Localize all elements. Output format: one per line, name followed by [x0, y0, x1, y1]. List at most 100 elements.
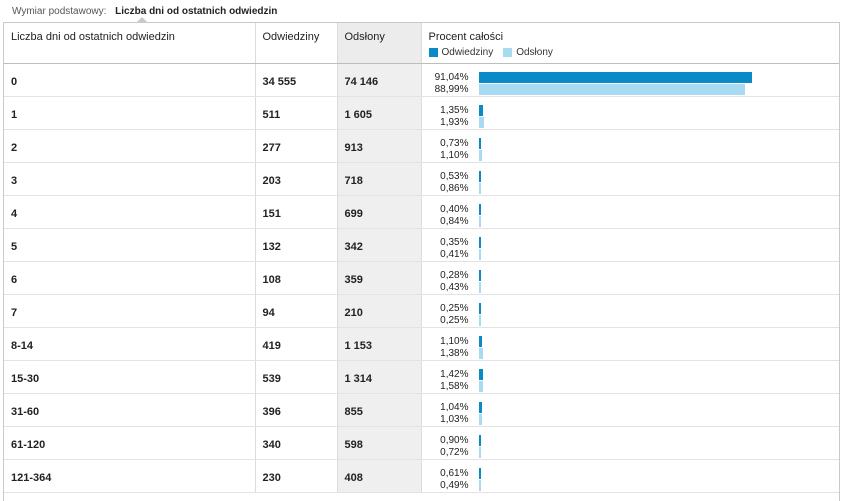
dimension-value[interactable]: 8-14: [11, 340, 34, 352]
table-row[interactable]: 8-14 419 1 153 1,10% 1,38%: [4, 327, 839, 361]
cell-visits: 340: [254, 426, 337, 460]
percent-labels: 0,35% 0,41%: [422, 237, 469, 261]
visits-value: 108: [262, 274, 281, 286]
dimension-value[interactable]: 121-364: [11, 472, 52, 484]
column-header-dimension[interactable]: Liczba dni od ostatnich odwiedzin: [4, 23, 255, 64]
percent-labels: 91,04% 88,99%: [422, 72, 469, 96]
table-row[interactable]: 0 34 555 74 146 91,04% 88,99%: [4, 63, 839, 97]
pageviews-value: 359: [344, 274, 363, 286]
pageviews-share-bar: [478, 315, 481, 326]
percent-labels: 0,53% 0,86%: [422, 171, 469, 195]
visits-value: 419: [262, 340, 281, 352]
percent-labels: 0,25% 0,25%: [422, 303, 469, 327]
table-row[interactable]: 6 108 359 0,28% 0,43%: [4, 261, 839, 295]
pageviews-share-bar: [478, 249, 481, 260]
legend-item-visits: Odwiedziny: [428, 47, 493, 58]
percent-labels: 0,40% 0,84%: [422, 204, 468, 228]
table-row[interactable]: 15-30 539 1 314 1,42% 1,58%: [4, 360, 839, 394]
column-header-percent[interactable]: Procent całości Odwiedziny Odsłony: [420, 23, 839, 64]
cell-pageviews: 1 605: [336, 96, 421, 130]
pageviews-share-bar: [478, 381, 484, 392]
cell-dimension: 121-364: [4, 459, 255, 493]
legend-swatch-visits: [428, 48, 438, 57]
dimension-value[interactable]: 15-30: [11, 373, 40, 385]
pageviews-share-bar: [478, 480, 481, 491]
pageviews-percent: 1,93%: [440, 117, 469, 128]
cell-percent: 0,25% 0,25%: [420, 294, 839, 328]
table-row[interactable]: 31-60 396 855 1,04% 1,03%: [4, 393, 839, 427]
cell-pageviews: 210: [336, 294, 421, 328]
visits-percent: 1,10%: [440, 336, 469, 347]
visits-share-bar: [478, 369, 483, 380]
primary-dimension-value[interactable]: Liczba dni od ostatnich odwiedzin: [115, 6, 278, 17]
column-header-visits[interactable]: Odwiedziny: [254, 23, 337, 64]
pageviews-value: 913: [344, 142, 363, 154]
cell-visits: 277: [254, 129, 337, 163]
pageviews-percent: 1,03%: [440, 414, 469, 425]
pageviews-percent: 0,43%: [440, 282, 469, 293]
table-row[interactable]: 61-120 340 598 0,90% 0,72%: [4, 426, 839, 460]
visits-percent: 0,28%: [440, 270, 469, 281]
dimension-value[interactable]: 5: [11, 241, 18, 253]
cell-pageviews: 718: [336, 162, 421, 196]
dimension-value[interactable]: 3: [11, 175, 18, 187]
column-header-pageviews[interactable]: Odsłony: [336, 23, 421, 64]
dimension-value[interactable]: 61-120: [11, 439, 46, 451]
dimension-value[interactable]: 6: [11, 274, 18, 286]
percent-labels: 0,90% 0,72%: [422, 435, 469, 459]
cell-pageviews: 408: [336, 459, 421, 493]
table-row[interactable]: 5 132 342 0,35% 0,41%: [4, 228, 839, 262]
table-body: 0 34 555 74 146 91,04% 88,99% 1 511 1 605 1,35% 1…: [4, 63, 839, 493]
percent-labels: 1,42% 1,58%: [422, 369, 468, 393]
pageviews-share-bar: [478, 447, 481, 458]
visits-share-bar: [478, 204, 481, 215]
table-row[interactable]: 4 151 699 0,40% 0,84%: [4, 195, 839, 229]
table-row[interactable]: 1 511 1 605 1,35% 1,93%: [4, 96, 839, 130]
dimension-value[interactable]: 0: [11, 76, 18, 88]
pageviews-share-bar: [478, 183, 482, 194]
cell-visits: 203: [254, 162, 337, 196]
cell-dimension: 15-30: [4, 360, 255, 394]
pageviews-value: 855: [344, 406, 363, 418]
cell-dimension: 8-14: [4, 327, 255, 361]
table-row[interactable]: 3 203 718 0,53% 0,86%: [4, 162, 839, 196]
table-row[interactable]: 121-364 230 408 0,61% 0,49%: [4, 459, 839, 493]
dimension-value[interactable]: 2: [11, 142, 18, 154]
cell-dimension: 5: [4, 228, 255, 262]
cell-visits: 151: [254, 195, 337, 229]
percent-bars: [478, 171, 789, 195]
visits-percent: 0,90%: [440, 435, 469, 446]
cell-visits: 132: [254, 228, 337, 262]
visits-value: 94: [262, 307, 275, 319]
percent-bars: [478, 237, 789, 261]
pageviews-percent: 0,25%: [440, 315, 469, 326]
visits-percent: 0,73%: [440, 138, 469, 149]
cell-dimension: 61-120: [4, 426, 255, 460]
pageviews-percent: 0,86%: [440, 183, 469, 194]
cell-percent: 91,04% 88,99%: [420, 63, 839, 97]
percent-bars: [478, 204, 789, 228]
dimension-value[interactable]: 1: [11, 109, 18, 121]
visits-value: 230: [262, 472, 281, 484]
pageviews-share-bar: [478, 150, 482, 161]
visits-percent: 0,61%: [440, 468, 469, 479]
percent-labels: 0,73% 1,10%: [422, 138, 469, 162]
pageviews-percent: 0,41%: [440, 249, 469, 260]
dimension-value[interactable]: 4: [11, 208, 18, 220]
table-row[interactable]: 2 277 913 0,73% 1,10%: [4, 129, 839, 163]
cell-dimension: 7: [4, 294, 255, 328]
visits-value: 396: [262, 406, 281, 418]
visits-value: 277: [262, 142, 281, 154]
visits-share-bar: [478, 468, 481, 479]
visits-percent: 0,53%: [440, 171, 469, 182]
dimension-value[interactable]: 7: [11, 307, 18, 319]
dimension-value[interactable]: 31-60: [11, 406, 40, 418]
pageviews-share-bar: [478, 216, 482, 227]
cell-pageviews: 598: [336, 426, 421, 460]
percent-labels: 1,04% 1,03%: [422, 402, 469, 426]
visits-value: 151: [262, 208, 281, 220]
visits-percent: 91,04%: [434, 72, 469, 83]
cell-dimension: 1: [4, 96, 255, 130]
percent-bars: [478, 138, 789, 162]
table-row[interactable]: 7 94 210 0,25% 0,25%: [4, 294, 839, 328]
